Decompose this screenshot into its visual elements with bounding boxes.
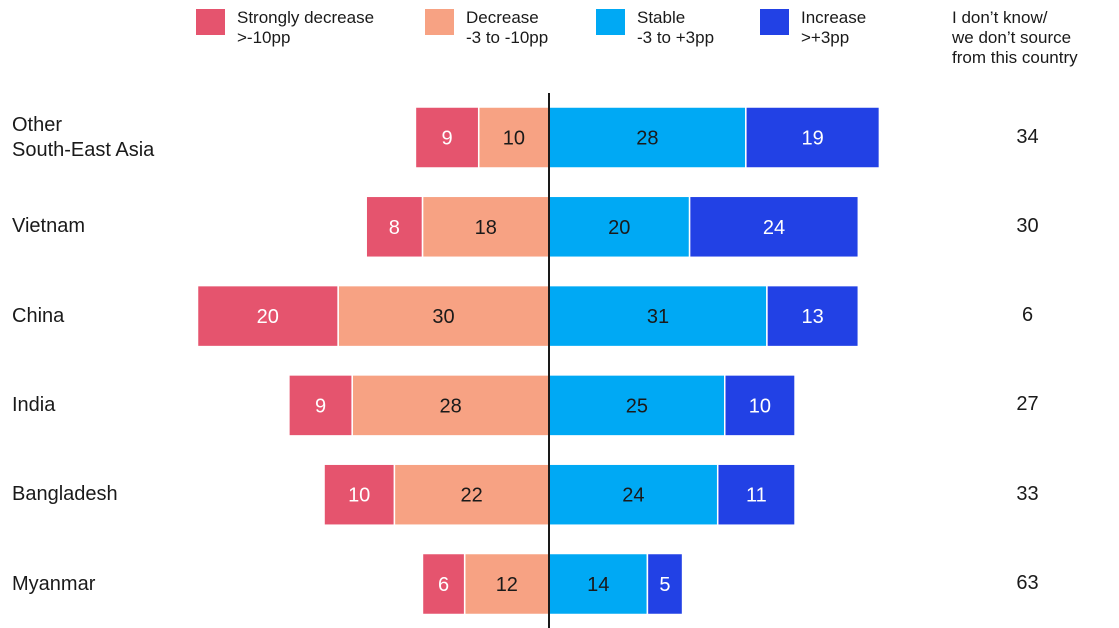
bar-value-label: 24 xyxy=(622,485,644,507)
category-label: Myanmar xyxy=(12,572,95,597)
category-label-line: Other xyxy=(12,113,63,136)
bar-increase xyxy=(745,106,881,169)
bar-increase xyxy=(724,374,796,437)
legend-label-line: >+3pp xyxy=(801,28,850,47)
bar-strongly-decrease xyxy=(365,195,424,259)
category-label: India xyxy=(12,393,55,418)
bar-value-label: 6 xyxy=(438,574,449,596)
bar-value-label: 28 xyxy=(636,128,658,150)
category-label-line: South-East Asia xyxy=(12,138,155,161)
legend-swatch-strongly-decrease xyxy=(196,9,225,35)
legend-swatch-increase xyxy=(760,9,789,35)
bar-value-label: 28 xyxy=(439,395,461,417)
legend-label-line: Decrease xyxy=(466,8,539,27)
bar-value-label: 5 xyxy=(659,574,670,596)
unknown-value: 30 xyxy=(1016,214,1039,237)
bar-stable xyxy=(548,374,726,437)
bar-value-label: 19 xyxy=(802,128,824,150)
category-label-line: China xyxy=(12,304,65,327)
legend-swatch-stable xyxy=(596,9,625,35)
bar-decrease xyxy=(421,195,550,259)
legend-label-line: Strongly decrease xyxy=(237,8,375,27)
bar-strongly-decrease xyxy=(414,106,480,169)
bar-value-label: 30 xyxy=(432,306,454,328)
unknown-column-header: I don’t know/ we don’t source from this … xyxy=(952,8,1078,68)
bar-stable xyxy=(548,106,747,169)
bar-strongly-decrease xyxy=(196,284,339,348)
category-label-line: India xyxy=(12,393,56,416)
bar-value-label: 14 xyxy=(587,574,609,596)
bar-value-label: 9 xyxy=(442,128,453,150)
category-label: Other South-East Asia xyxy=(12,113,154,163)
unknown-header-line: we don’t source xyxy=(952,28,1072,47)
legend-label-line: -3 to -10pp xyxy=(466,28,549,47)
bar-decrease xyxy=(463,552,550,616)
bar-value-label: 22 xyxy=(461,485,483,507)
bar-value-label: 8 xyxy=(389,217,400,239)
bar-value-label: 10 xyxy=(348,485,370,507)
category-label-line: Bangladesh xyxy=(12,483,118,506)
bar-value-label: 20 xyxy=(257,306,279,328)
bar-value-label: 31 xyxy=(647,306,669,328)
bar-value-label: 10 xyxy=(503,128,525,150)
bar-increase xyxy=(716,463,796,526)
unknown-header-line: from this country xyxy=(952,48,1078,67)
bar-strongly-decrease xyxy=(421,552,466,616)
category-label-line: Vietnam xyxy=(12,215,86,238)
legend-label-line: -3 to +3pp xyxy=(637,28,715,47)
unknown-value: 34 xyxy=(1016,125,1039,148)
bar-value-label: 24 xyxy=(763,217,785,239)
legend-label-line: Increase xyxy=(801,8,867,27)
unknown-value: 33 xyxy=(1016,482,1039,505)
bar-value-label: 25 xyxy=(626,395,648,417)
bar-increase xyxy=(766,284,860,348)
bar-value-label: 9 xyxy=(315,395,326,417)
bar-value-label: 12 xyxy=(496,574,518,596)
category-label: Vietnam xyxy=(12,214,85,239)
bar-value-label: 11 xyxy=(746,485,767,507)
category-label: Bangladesh xyxy=(12,482,118,507)
legend-label-line: >-10pp xyxy=(237,28,291,47)
bar-strongly-decrease xyxy=(323,463,396,526)
category-label: China xyxy=(12,304,64,329)
unknown-value: 27 xyxy=(1016,393,1039,416)
bar-strongly-decrease xyxy=(288,374,353,437)
category-label-line: Myanmar xyxy=(12,572,96,595)
bar-value-label: 10 xyxy=(749,395,771,417)
bar-increase xyxy=(688,195,860,259)
bar-value-label: 13 xyxy=(802,306,824,328)
bar-value-label: 20 xyxy=(608,217,630,239)
legend-swatch-decrease xyxy=(425,9,454,35)
bar-decrease xyxy=(351,374,550,437)
unknown-value: 63 xyxy=(1016,572,1039,594)
legend-label-line: Stable xyxy=(637,8,686,27)
unknown-value: 6 xyxy=(1021,304,1034,327)
legend: Strongly decrease >-10pp Decrease -3 to … xyxy=(0,8,1119,88)
unknown-header-line: I don’t know/ xyxy=(952,8,1048,27)
bar-increase xyxy=(646,552,684,616)
bar-stable xyxy=(548,195,691,259)
bar-value-label: 18 xyxy=(475,217,497,239)
